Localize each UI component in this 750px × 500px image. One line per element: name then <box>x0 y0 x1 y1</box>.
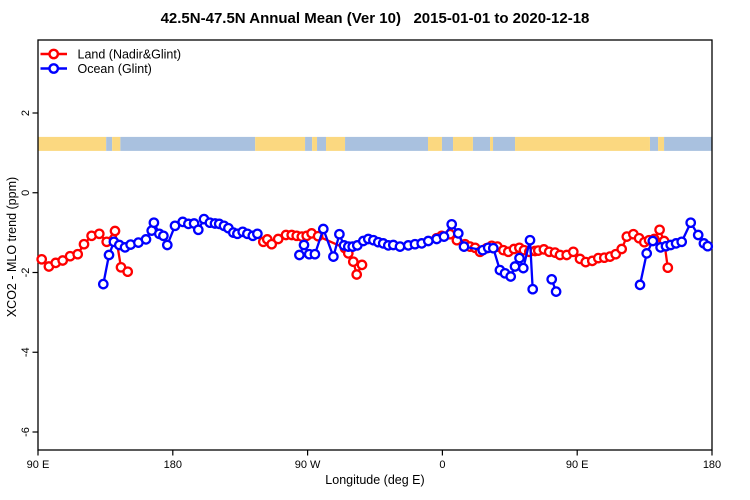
map-strip-land-segment <box>515 136 650 151</box>
chart-title: 42.5N-47.5N Annual Mean (Ver 10) 2015-01… <box>160 10 590 27</box>
y-tick-label: 2 <box>20 110 32 116</box>
series-ocean-point <box>140 234 152 245</box>
x-tick-label: 180 <box>703 459 721 471</box>
series-ocean-point <box>458 241 470 252</box>
series-ocean-point <box>422 235 434 247</box>
series-land-point <box>266 238 278 250</box>
series-land-point <box>654 224 665 236</box>
map-strip-land-segment <box>453 136 473 151</box>
series-ocean-point <box>97 278 109 290</box>
map-strip-ocean-segment <box>664 136 712 151</box>
series-ocean-point <box>161 239 173 251</box>
series-land-point <box>78 238 90 250</box>
series-land-point <box>109 225 121 237</box>
map-strip-ocean-segment <box>120 136 256 151</box>
series-land-point <box>272 233 284 245</box>
series-ocean-point <box>550 286 562 297</box>
map-strip-land-segment <box>112 136 121 151</box>
series-ocean-point <box>487 242 499 254</box>
series-land-point <box>36 253 48 265</box>
x-tick-label: 90 E <box>27 459 50 471</box>
x-tick-label: 90 E <box>566 459 589 471</box>
series-ocean-point <box>294 249 305 261</box>
series-land-point <box>356 259 368 271</box>
series-ocean-point <box>394 241 406 252</box>
series-ocean-point <box>634 279 646 291</box>
map-strip-ocean-segment <box>441 136 454 151</box>
series-land-point <box>616 243 628 255</box>
series-ocean-point <box>438 231 450 242</box>
series-ocean-point <box>685 217 697 229</box>
series-ocean-point <box>527 283 539 295</box>
series-ocean-point <box>676 236 688 248</box>
series-ocean-point <box>103 249 115 261</box>
map-strip-ocean-segment <box>317 136 327 151</box>
series-ocean-point <box>317 223 329 235</box>
series-land-point <box>72 248 84 260</box>
map-strip-ocean-segment <box>649 136 659 151</box>
map-strip-ocean-segment <box>493 136 516 151</box>
y-tick-label: -4 <box>20 347 32 357</box>
y-tick-label: 0 <box>20 190 32 196</box>
legend-marker <box>48 63 60 74</box>
legend-label: Land (Nadir&Glint) <box>78 47 182 61</box>
x-axis-label: Longitude (deg E) <box>325 473 425 487</box>
x-tick-label: 90 W <box>295 459 321 471</box>
y-tick-label: -6 <box>20 427 32 437</box>
x-tick-label: 0 <box>439 459 445 471</box>
map-strip-land-segment <box>312 136 317 151</box>
series-ocean-point <box>517 262 529 274</box>
series-land-point <box>662 262 674 274</box>
series-land-point <box>351 269 363 280</box>
series-ocean-point <box>702 240 714 252</box>
series-ocean-point <box>334 228 345 240</box>
series-ocean-point <box>514 252 525 264</box>
series-ocean-point <box>641 248 653 259</box>
series-ocean-point <box>328 251 339 262</box>
x-tick-label: 180 <box>164 459 182 471</box>
map-strip-land-segment <box>255 136 306 151</box>
series-ocean-point <box>452 228 464 239</box>
series-ocean-point <box>446 218 458 230</box>
series-ocean-point <box>505 271 517 282</box>
series-ocean-point <box>309 248 321 260</box>
legend-label: Ocean (Glint) <box>78 62 152 76</box>
map-strip-ocean-segment <box>106 136 113 151</box>
series-ocean-point <box>509 261 521 272</box>
series-land-point <box>347 256 359 268</box>
legend-marker <box>48 48 60 60</box>
series-ocean-point <box>692 229 704 241</box>
map-strip-land-segment <box>428 136 442 151</box>
map-strip-land-segment <box>326 136 346 151</box>
map-strip-ocean-segment <box>345 136 429 151</box>
y-tick-label: -2 <box>20 268 32 278</box>
series-ocean-point <box>524 234 536 246</box>
series-ocean-point <box>298 239 310 251</box>
series-ocean-point <box>546 273 558 285</box>
series-ocean-point <box>192 224 204 236</box>
series-ocean-point <box>252 228 263 240</box>
map-strip-land-segment <box>658 136 665 151</box>
map-strip-ocean-segment <box>472 136 491 151</box>
map-strip-land-segment <box>38 136 107 151</box>
series-ocean-point <box>647 235 659 247</box>
map-strip-ocean-segment <box>305 136 313 151</box>
series-ocean-point <box>148 217 160 229</box>
series-land-point <box>57 255 69 266</box>
series-ocean-point <box>158 230 169 242</box>
series-land-point <box>567 246 579 258</box>
series-land-point <box>93 228 105 240</box>
series-land-point <box>122 266 134 278</box>
map-strip-land-segment <box>490 136 494 151</box>
